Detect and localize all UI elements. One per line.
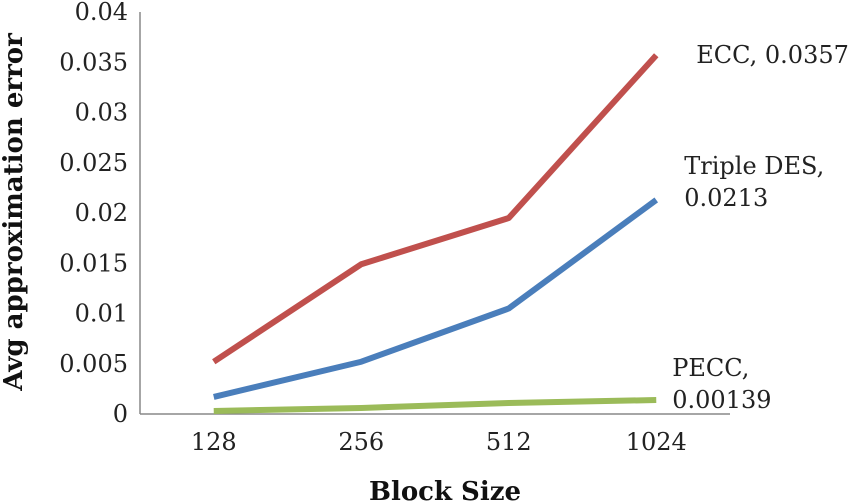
series-labels: ECC, 0.0357 Triple DES, 0.0213 PECC, 0.00139 (672, 41, 849, 414)
series-line-triple-des (213, 197, 659, 400)
x-axis-ticks: 128 256 512 1024 (191, 428, 687, 456)
series-line-pecc (213, 397, 657, 414)
y-tick-label: 0.025 (59, 149, 128, 177)
x-tick-label: 256 (338, 428, 384, 456)
y-axis-ticks: 0 0.005 0.01 0.015 0.02 0.025 0.03 0.035 0.04 (59, 0, 128, 428)
y-tick-label: 0.03 (75, 99, 128, 127)
chart-axes (139, 12, 730, 415)
x-tick-label: 1024 (626, 428, 687, 456)
y-tick-label: 0.02 (75, 199, 128, 227)
y-axis-title: Avg approximation error (0, 33, 29, 392)
data-label-triple-des: Triple DES, 0.0213 (684, 152, 824, 212)
y-tick-label: 0 (113, 400, 128, 428)
series-lines (212, 53, 659, 414)
y-tick-label: 0.04 (75, 0, 128, 26)
y-tick-label: 0.005 (59, 350, 128, 378)
x-tick-label: 512 (486, 428, 532, 456)
x-axis-title: Block Size (369, 477, 521, 504)
data-label-ecc: ECC, 0.0357 (696, 41, 849, 69)
series-line-ecc (212, 53, 659, 365)
y-tick-label: 0.015 (59, 249, 128, 277)
x-tick-label: 128 (191, 428, 237, 456)
y-tick-label: 0.035 (59, 48, 128, 76)
data-label-pecc: PECC, 0.00139 (672, 354, 771, 414)
y-tick-label: 0.01 (75, 300, 128, 328)
